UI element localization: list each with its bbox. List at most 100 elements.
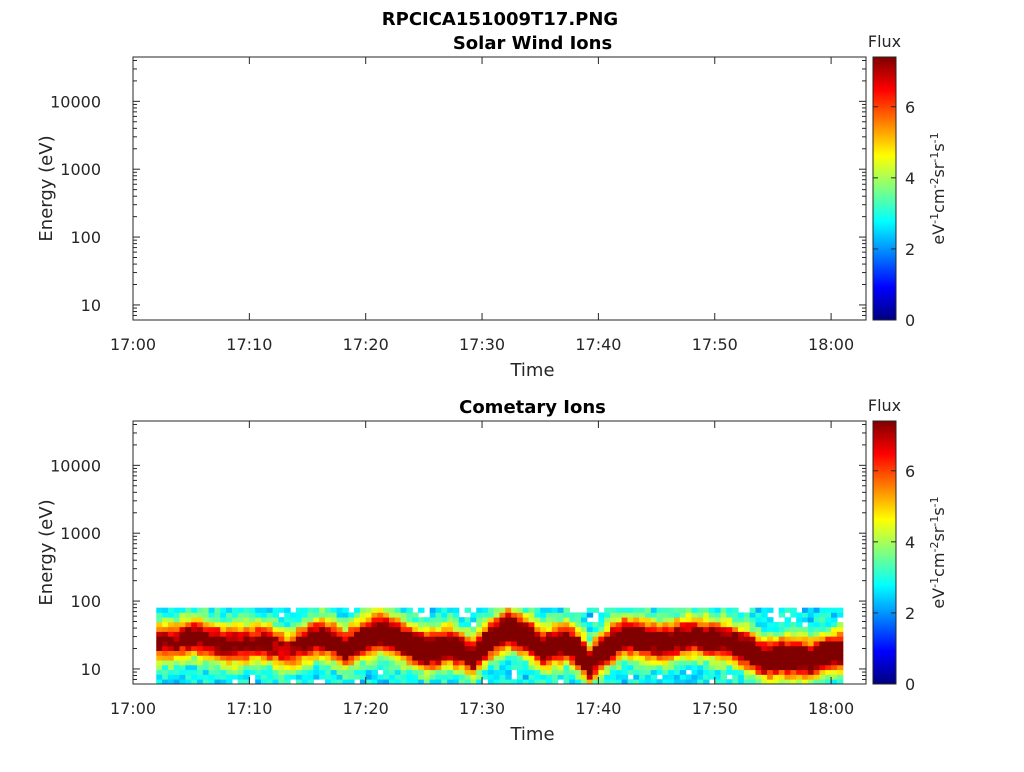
heatmap-cell — [295, 669, 303, 675]
heatmap-cell — [278, 621, 285, 628]
heatmap-cell — [371, 660, 378, 666]
heatmap-cell — [447, 636, 454, 642]
heatmap-cell — [691, 641, 698, 647]
heatmap-cell — [365, 612, 373, 618]
heatmap-cell — [336, 617, 344, 623]
heatmap-cell — [249, 645, 256, 651]
heatmap-cell — [563, 617, 570, 623]
heatmap-cell — [394, 660, 402, 666]
heatmap-cell — [615, 674, 623, 680]
heatmap-cell — [499, 636, 506, 642]
heatmap-cell — [330, 679, 338, 685]
heatmap-cell — [726, 612, 733, 618]
heatmap-cell — [342, 636, 349, 642]
heatmap-cell — [447, 626, 454, 632]
heatmap-cell — [214, 612, 221, 618]
heatmap-cell — [720, 645, 727, 651]
heatmap-cell — [546, 669, 553, 675]
heatmap-cell — [615, 641, 623, 647]
heatmap-cell — [383, 641, 390, 647]
heatmap-cell — [697, 617, 704, 623]
x-axis-label: Time — [509, 724, 554, 745]
heatmap-cell — [476, 636, 483, 642]
heatmap-cell — [290, 660, 297, 666]
heatmap-cell — [348, 617, 355, 623]
heatmap-cell — [208, 664, 216, 671]
heatmap-cell — [691, 612, 698, 618]
heatmap-cell — [790, 612, 797, 618]
heatmap-cell — [831, 621, 838, 628]
heatmap-cell — [458, 669, 466, 675]
heatmap-cell — [156, 660, 163, 666]
heatmap-cell — [749, 612, 757, 618]
heatmap-cell — [429, 645, 437, 651]
heatmap-cell — [551, 664, 559, 671]
heatmap-cell — [726, 664, 733, 671]
heatmap-cell — [226, 631, 233, 637]
heatmap-cell — [307, 655, 314, 661]
heatmap-cell — [772, 621, 780, 628]
heatmap-cell — [435, 636, 442, 642]
heatmap-cell — [499, 645, 506, 651]
heatmap-cell — [668, 607, 675, 613]
heatmap-cell — [487, 674, 495, 680]
heatmap-cell — [708, 650, 716, 656]
heatmap-cell — [703, 612, 710, 618]
heatmap-cell — [167, 631, 175, 637]
heatmap-cell — [761, 612, 768, 618]
heatmap-cell — [295, 650, 303, 656]
heatmap-cell — [214, 621, 221, 628]
heatmap-cell — [307, 612, 314, 618]
heatmap-cell — [313, 674, 320, 680]
heatmap-cell — [831, 679, 838, 685]
heatmap-cell — [255, 641, 262, 647]
heatmap-cell — [546, 664, 553, 671]
heatmap-cell — [656, 607, 663, 613]
heatmap-cell — [272, 641, 280, 647]
heatmap-cell — [371, 612, 378, 618]
heatmap-cell — [231, 636, 239, 642]
heatmap-cell — [528, 631, 536, 637]
heatmap-cell — [284, 636, 291, 642]
heatmap-cell — [487, 645, 495, 651]
heatmap-cell — [214, 679, 221, 685]
heatmap-cell — [674, 679, 681, 685]
heatmap-cell — [668, 669, 675, 675]
heatmap-cell — [819, 607, 826, 613]
heatmap-cell — [249, 660, 256, 666]
heatmap-cell — [400, 621, 408, 628]
heatmap-cell — [598, 641, 605, 647]
heatmap-cell — [348, 645, 355, 651]
heatmap-cell — [743, 612, 751, 618]
heatmap-cell — [772, 679, 780, 685]
heatmap-cell — [493, 679, 501, 685]
heatmap-cell — [167, 650, 175, 656]
heatmap-cell — [604, 660, 611, 666]
heatmap-cell — [196, 641, 204, 647]
heatmap-cell — [179, 650, 186, 656]
heatmap-cell — [772, 669, 780, 675]
heatmap-cell — [336, 655, 344, 661]
heatmap-cell — [202, 607, 210, 613]
heatmap-cell — [348, 679, 355, 685]
heatmap-cell — [633, 617, 640, 623]
heatmap-cell — [243, 655, 250, 661]
heatmap-cell — [301, 631, 309, 637]
heatmap-cell — [825, 679, 832, 685]
heatmap-cell — [627, 669, 634, 675]
heatmap-cell — [767, 650, 774, 656]
heatmap-cell — [540, 612, 547, 618]
heatmap-cell — [674, 669, 681, 675]
heatmap-cell — [377, 626, 384, 632]
heatmap-cell — [656, 669, 663, 675]
y-tick-label: 10 — [81, 296, 101, 315]
heatmap-cell — [516, 626, 524, 632]
heatmap-cell — [586, 669, 594, 675]
heatmap-cell — [487, 655, 495, 661]
heatmap-cell — [836, 679, 844, 685]
heatmap-cell — [173, 674, 181, 680]
heatmap-cell — [662, 650, 669, 656]
heatmap-cell — [487, 636, 495, 642]
heatmap-cell — [278, 617, 285, 623]
heatmap-cell — [220, 612, 227, 618]
